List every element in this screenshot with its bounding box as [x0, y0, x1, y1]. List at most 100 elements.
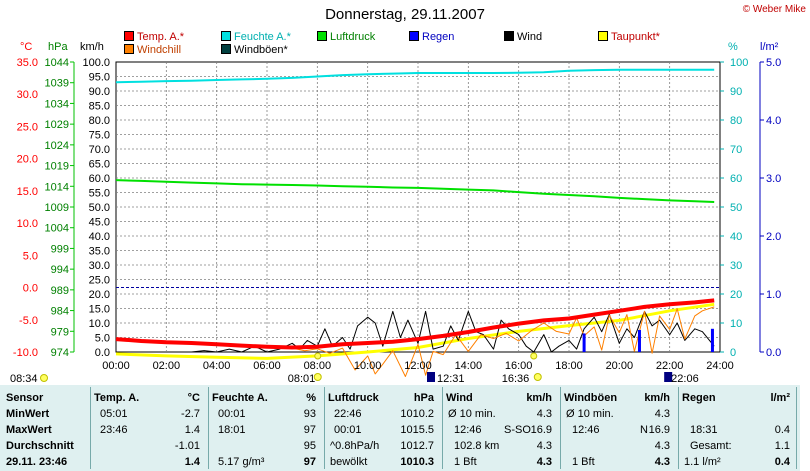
regen-label: 18:31: [690, 424, 718, 436]
temp-header: Temp. A.: [94, 392, 140, 404]
temp-tick-label: 0.0: [23, 283, 38, 295]
wind-value: 4.3: [536, 440, 552, 452]
temp-tick-label: 20.0: [17, 154, 38, 166]
windboeen-label: Ø 10 min.: [566, 408, 614, 420]
pressure-tick-label: 1009: [45, 202, 69, 214]
pressure-tick-label: 1039: [45, 78, 69, 90]
pressure-tick-label: 1029: [45, 119, 69, 131]
legend-label-wind: Wind: [517, 31, 543, 43]
luftdruck-forecast: bewölkt: [330, 456, 368, 468]
legend-label-luftdruck: Luftdruck: [330, 31, 376, 43]
x-tick-label: 24:00: [706, 360, 734, 372]
legend-label-taupunkt: Taupunkt*: [611, 31, 660, 43]
temp-value: -1.01: [174, 440, 200, 452]
moon-icon: [664, 372, 673, 382]
wind-tick-label: 75.0: [89, 130, 110, 142]
luftdruck-time: 00:01: [334, 424, 362, 436]
copyright-text: © Weber Mike: [742, 4, 806, 15]
wind-tick-label: 70.0: [89, 144, 110, 156]
chart-axes: [70, 61, 764, 353]
legend-swatch-feuchte: [221, 31, 231, 41]
temp-current: 1.4: [184, 456, 200, 468]
pressure-tick-label: 974: [51, 347, 69, 359]
feuchte-current: 97: [303, 456, 316, 468]
wind-tick-label: 5.0: [95, 333, 110, 345]
panel-col-temp: Temp. A. °C 05:01 -2.7 23:46 1.4 -1.01 1.4: [94, 385, 206, 471]
weather-chart: 00:00 02:00 04:00 06:00 08:00 10:00 12:00 14:00…: [10, 41, 781, 385]
panel-separator: [442, 387, 443, 469]
luftdruck-header: Luftdruck: [328, 392, 379, 404]
wind-label: 12:46: [454, 424, 482, 436]
x-tick-label: 16:00: [505, 360, 533, 372]
wind-tick-label: 55.0: [89, 188, 110, 200]
wind-tick-label: 15.0: [89, 304, 110, 316]
rain-bar: [637, 329, 641, 352]
pressure-tick-label: 979: [51, 326, 69, 338]
pressure-tick-label: 1014: [45, 181, 69, 193]
rain-tick-label: 5.0: [766, 57, 781, 69]
feuchte-time: 18:01: [218, 424, 246, 436]
rain-tick-label: 4.0: [766, 115, 781, 127]
series-line-wind: [191, 310, 715, 353]
legend-swatch-luftdruck: [317, 31, 327, 41]
wind-tick-label: 0.0: [95, 347, 110, 359]
rain-tick-label: 3.0: [766, 173, 781, 185]
panel-col-feuchte: Feuchte A.% 00:01 93 18:01 97 95 5.17 g/m³…: [212, 385, 322, 471]
x-tick-label: 18:00: [555, 360, 583, 372]
windboeen-header: Windböen: [564, 392, 618, 404]
temp-tick-label: -5.0: [19, 315, 38, 327]
sun-icon: [313, 373, 322, 381]
luftdruck-value: 1015.5: [400, 424, 434, 436]
temp-value: 1.4: [184, 424, 200, 436]
rain-tick-label: 1.0: [766, 289, 781, 301]
temp-tick-label: 35.0: [17, 57, 38, 69]
pressure-tick-label: 1034: [45, 98, 69, 110]
wind-tick-label: 60.0: [89, 173, 110, 185]
pressure-tick-label: 1044: [45, 57, 69, 69]
panel-col-wind: Wind km/h Ø 10 min. 4.3 12:46 S-SO 16.9 102.…: [446, 385, 556, 471]
legend-label-regen: Regen: [422, 31, 455, 43]
rain-axis-label: l/m²: [760, 41, 779, 53]
luftdruck-time: 22:46: [334, 408, 362, 420]
wind-axis-label: km/h: [80, 41, 104, 53]
temp-value: -2.7: [181, 408, 200, 420]
legend-swatch-windboeen: [221, 44, 231, 54]
humidity-tick-label: 30: [730, 260, 742, 272]
legend-swatch-taupunkt: [598, 31, 608, 41]
luftdruck-unit: hPa: [413, 392, 434, 404]
series-line-temp-a: [115, 298, 715, 350]
humidity-tick-label: 40: [730, 231, 742, 243]
moon-icon: [427, 372, 436, 382]
wind-label: 1 Bft: [454, 456, 477, 468]
legend-item-luftdruck: Luftdruck: [317, 31, 375, 43]
wind-tick-label: 90.0: [89, 86, 110, 98]
panel-col-luftdruck: Luftdruck hPa 22:46 1010.2 00:01 1015.5 ^0.…: [328, 385, 440, 471]
luftdruck-current: 1010.3: [400, 456, 434, 468]
luftdruck-value: 1010.2: [400, 408, 434, 420]
legend-item-windboeen: Windböen*: [221, 44, 288, 56]
panel-row-label: Durchschnitt: [6, 440, 74, 452]
pressure-tick-label: 1019: [45, 161, 69, 173]
feuchte-value: 95: [303, 440, 316, 452]
wind-value: 4.3: [536, 408, 552, 420]
feuchte-value: 93: [303, 408, 316, 420]
humidity-tick-label: 10: [730, 318, 742, 330]
rain-bar: [710, 328, 714, 352]
wind-tick-label: 45.0: [89, 217, 110, 229]
temp-tick-label: 30.0: [17, 89, 38, 101]
wind-tick-label: 100.0: [82, 57, 110, 69]
wind-tick-label: 85.0: [89, 101, 110, 113]
feuchte-value: 97: [303, 424, 316, 436]
feuchte-header: Feuchte A.: [212, 392, 268, 404]
humidity-tick-label: 60: [730, 173, 742, 185]
sun-marker-label: 08:34: [10, 373, 38, 385]
humidity-axis-label: %: [728, 41, 738, 53]
panel-row-label: Sensor: [6, 392, 44, 404]
windboeen-label: 12:46: [572, 424, 600, 436]
regen-label: Gesamt:: [690, 440, 732, 452]
chart-title: Donnerstag, 29.11.2007: [325, 6, 485, 23]
regen-current: 0.4: [774, 456, 790, 468]
pressure-tick-label: 999: [51, 243, 69, 255]
x-tick-label: 04:00: [203, 360, 231, 372]
rain-tick-label: 0.0: [766, 347, 781, 359]
